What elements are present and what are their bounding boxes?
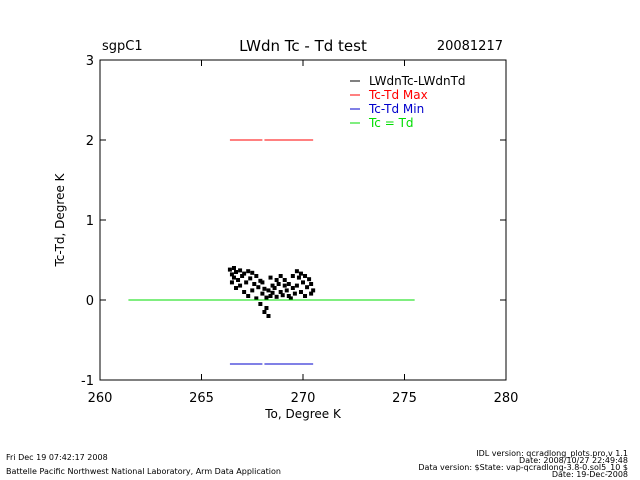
data-point bbox=[254, 296, 259, 301]
data-point bbox=[290, 286, 295, 290]
x-tick-label: 275 bbox=[392, 391, 417, 406]
data-point bbox=[238, 283, 243, 288]
data-point bbox=[262, 310, 267, 314]
data-point bbox=[242, 290, 247, 294]
data-point bbox=[246, 294, 251, 298]
footer-file-date: Date: 2008/10/27 22:49:48 bbox=[519, 456, 628, 465]
data-point bbox=[282, 283, 287, 288]
x-axis: 260 265 270 275 280 bbox=[88, 60, 519, 406]
x-tick-label: 270 bbox=[291, 391, 316, 406]
data-point bbox=[284, 288, 289, 293]
data-point bbox=[252, 282, 257, 286]
data-point bbox=[303, 274, 308, 278]
data-point bbox=[248, 276, 253, 281]
data-point bbox=[268, 294, 273, 298]
footer-data-version: Data version: $State: vap-qcradlong-3.8-… bbox=[418, 463, 628, 472]
data-point bbox=[301, 280, 305, 285]
data-point bbox=[254, 274, 259, 278]
data-point bbox=[286, 282, 291, 286]
data-point bbox=[264, 306, 269, 310]
data-point bbox=[276, 282, 281, 286]
data-point bbox=[229, 272, 234, 277]
data-point bbox=[266, 314, 271, 318]
data-point bbox=[288, 296, 293, 301]
data-point bbox=[256, 285, 261, 290]
footer-organization: Battelle Pacific Northwest National Labo… bbox=[6, 467, 281, 476]
data-point bbox=[240, 274, 245, 278]
data-point bbox=[311, 288, 316, 293]
data-point bbox=[280, 293, 285, 298]
y-axis-label: Tc-Td, Degree K bbox=[53, 172, 67, 267]
data-point bbox=[305, 285, 310, 290]
footer-idl-version: IDL version: qcradlong_plots.pro,v 1.1 bbox=[476, 449, 628, 458]
data-point bbox=[262, 286, 267, 291]
y-tick-label: 1 bbox=[86, 214, 94, 229]
data-point bbox=[292, 291, 297, 296]
data-point bbox=[231, 275, 236, 280]
data-point bbox=[309, 282, 314, 286]
legend-label: Tc-Td Max bbox=[368, 88, 428, 102]
footer-data-date: Date: 19-Dec-2008 bbox=[551, 470, 628, 479]
data-point bbox=[278, 290, 283, 294]
data-point bbox=[298, 290, 303, 294]
data-point bbox=[298, 271, 303, 276]
y-tick-label: 0 bbox=[86, 294, 94, 309]
data-point bbox=[250, 288, 255, 293]
data-point bbox=[260, 280, 265, 285]
x-tick-label: 260 bbox=[88, 391, 113, 406]
data-point bbox=[236, 278, 241, 282]
legend-label: LWdnTc-LWdnTd bbox=[369, 74, 466, 88]
y-axis: -1 0 1 2 3 bbox=[81, 54, 506, 389]
series-layer bbox=[128, 139, 415, 365]
data-point bbox=[274, 294, 279, 299]
data-point bbox=[282, 278, 287, 282]
data-point bbox=[274, 278, 279, 282]
data-point bbox=[260, 291, 265, 296]
data-point bbox=[272, 286, 277, 290]
footer-timestamp: Fri Dec 19 07:42:17 2008 bbox=[6, 453, 108, 462]
legend-label: Tc-Td Min bbox=[368, 102, 424, 116]
y-tick-label: -1 bbox=[81, 374, 94, 389]
data-point bbox=[303, 294, 308, 298]
y-tick-label: 3 bbox=[86, 54, 94, 69]
data-point bbox=[286, 294, 291, 298]
data-point bbox=[238, 268, 243, 273]
data-point bbox=[296, 275, 301, 280]
data-point bbox=[244, 280, 249, 285]
data-point bbox=[227, 267, 232, 272]
x-axis-label: To, Degree K bbox=[264, 407, 342, 421]
data-point bbox=[258, 278, 263, 283]
data-point bbox=[290, 274, 295, 278]
data-point bbox=[250, 270, 255, 275]
chart-title: LWdn Tc - Td test bbox=[239, 37, 367, 55]
data-point bbox=[294, 283, 299, 288]
legend-label: Tc = Td bbox=[368, 116, 414, 130]
data-point bbox=[229, 280, 234, 285]
data-point bbox=[307, 277, 312, 282]
x-tick-label: 280 bbox=[494, 391, 519, 406]
data-point bbox=[234, 270, 239, 274]
x-tick-label: 265 bbox=[189, 391, 214, 406]
data-point bbox=[309, 291, 314, 296]
data-point bbox=[246, 269, 251, 274]
data-point bbox=[278, 274, 283, 278]
data-point bbox=[258, 302, 263, 306]
data-point bbox=[231, 266, 236, 270]
data-point bbox=[270, 283, 275, 288]
y-tick-label: 2 bbox=[86, 134, 94, 149]
site-label: sgpC1 bbox=[102, 39, 143, 54]
data-point bbox=[270, 290, 275, 295]
data-point bbox=[268, 275, 273, 280]
plot-frame bbox=[99, 59, 507, 381]
data-point bbox=[234, 286, 239, 290]
data-point bbox=[266, 288, 271, 293]
data-point bbox=[294, 269, 299, 274]
chart-date: 20081217 bbox=[437, 39, 503, 54]
data-point bbox=[242, 271, 247, 276]
data-point bbox=[264, 295, 269, 300]
